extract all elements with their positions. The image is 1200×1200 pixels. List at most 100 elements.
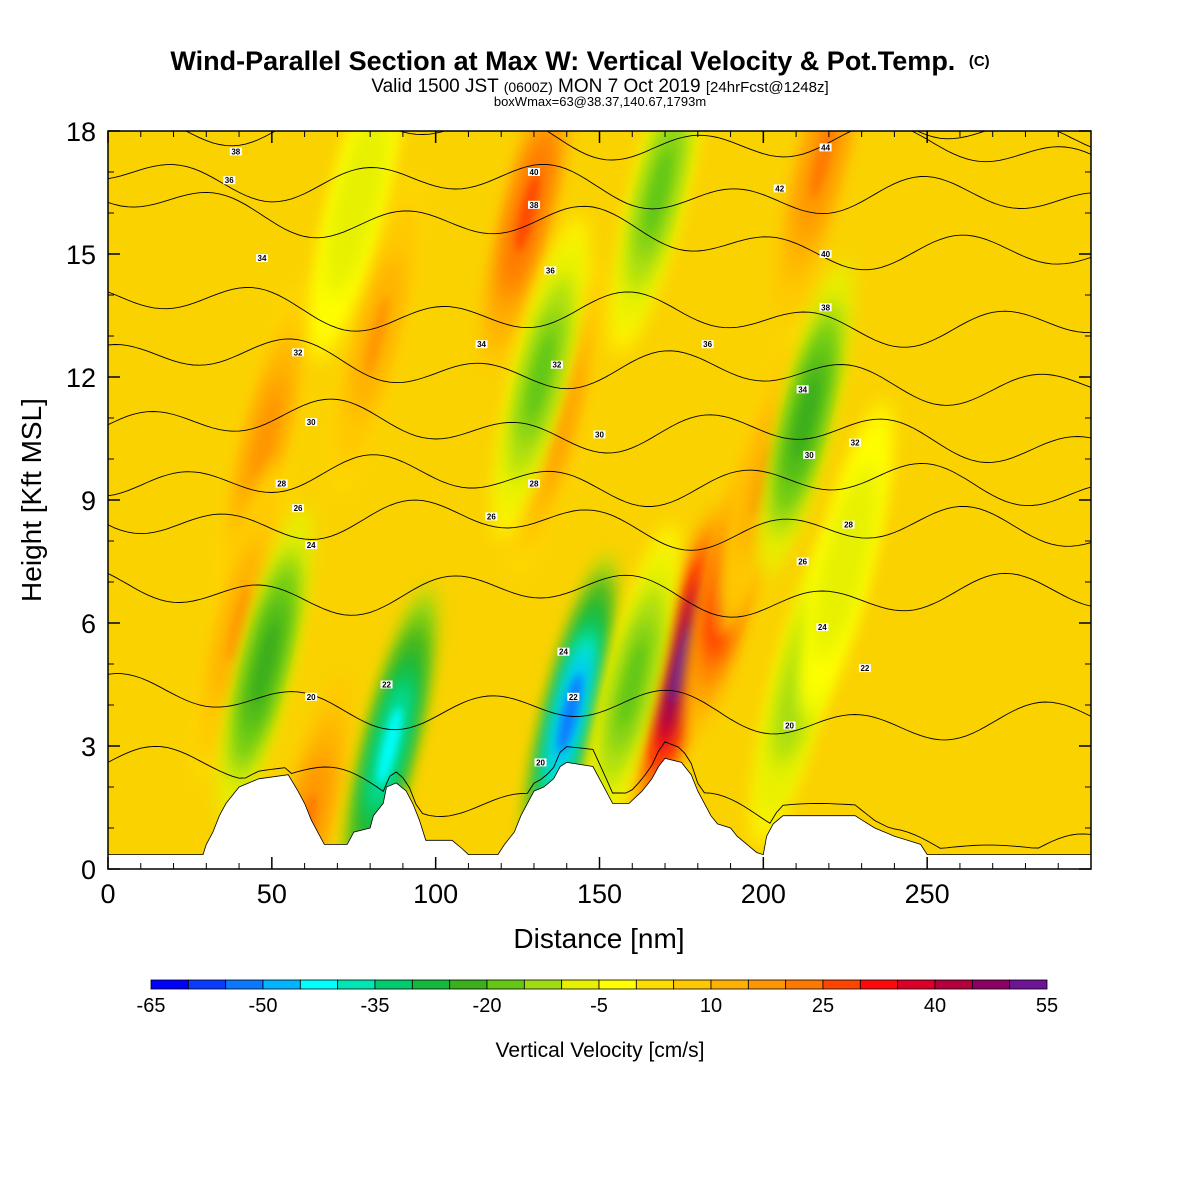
y-tick-label-4: 12 [66,363,96,393]
contour-label-12: 38 [530,201,539,210]
colorbar-swatch-2 [225,979,264,990]
contour-label-bg-13 [544,266,557,275]
contour-label-bg-20 [534,758,547,767]
colorbar-swatch-1 [187,979,227,990]
contour-label-bg-14 [550,360,563,369]
contour-label-20: 20 [536,758,545,767]
contour-label-bg-28 [803,450,816,459]
updraft-core-2 [515,174,540,252]
subtitle-forecast: [24hrFcst@1248z] [706,79,829,96]
y-tick-label-3: 9 [81,486,96,516]
y-tick-label-6: 18 [66,117,96,147]
colorbar-swatch-13 [635,979,675,990]
theta-contour-28 [108,454,1091,507]
contour-label-bg-32 [858,664,871,673]
colorbar-swatch-7 [411,979,451,990]
contour-label-9: 22 [382,681,391,690]
contour-label-27: 32 [851,439,860,448]
contour-label-14: 32 [552,361,561,370]
contour-label-7: 24 [307,541,316,550]
colorbar-label-0: -65 [137,995,166,1017]
y-tick-label-1: 3 [81,732,96,762]
colorbar-swatch-17 [785,979,824,990]
subtitle-date: MON 7 Oct 2019 [558,76,701,97]
x-axis: 0 50 100 150 200 250 [100,131,1059,909]
colorbar-swatch-16 [747,979,787,990]
colorbar-swatch-23 [1009,979,1048,990]
colorbar-swatch-5 [337,979,376,990]
contour-label-13: 36 [546,266,555,275]
theta-contour-20 [108,741,1091,849]
contour-label-11: 40 [530,168,539,177]
contour-label-3: 32 [294,348,303,357]
colorbar-swatch-0 [150,979,189,990]
contour-label-19: 22 [569,693,578,702]
contour-label-bg-0 [229,147,242,156]
x-tick-label-0: 0 [100,879,115,909]
contour-label-bg-30 [796,557,809,566]
theta-contour-26 [108,499,1091,551]
contour-label-1: 36 [225,176,234,185]
y-tick-label-5: 15 [66,240,96,270]
updraft-core-8 [364,297,389,375]
plot-area: 38 36 34 32 30 28 26 24 20 22 34 40 38 36 32 30 28 26 24 22… [108,131,1091,869]
downdraft-core-1 [377,707,402,785]
contour-label-bg-18 [557,647,570,656]
colorbar: -65 -50 -35 -20 -5 10 25 40 55 [137,979,1058,1017]
colorbar-label-3: -20 [473,995,502,1017]
contour-label-6: 26 [294,504,303,513]
contour-label-32: 22 [860,664,869,673]
contour-label-bg-27 [849,438,862,447]
contour-label-18: 24 [559,648,568,657]
contour-label-bg-4 [305,418,318,427]
contour-label-bg-19 [567,692,580,701]
contour-label-21: 44 [821,143,830,152]
contour-label-bg-31 [816,623,829,632]
contour-label-bg-2 [256,254,269,263]
colorbar-swatch-21 [934,979,973,990]
x-tick-label-1: 50 [257,879,287,909]
y-axis-label: Height [Kft MSL] [16,398,47,602]
colorbar-swatch-15 [710,979,749,990]
colorbar-swatch-12 [598,979,637,990]
theta-contour-22 [108,673,1091,741]
contour-label-bg-23 [819,250,832,258]
contour-label-0: 38 [231,148,240,157]
chart-title-copyright: (C) [969,53,990,70]
contour-label-24: 36 [703,340,712,349]
colorbar-label-1: -50 [249,995,278,1017]
contour-label-30: 26 [798,558,807,567]
contour-label-bg-29 [842,520,855,529]
theta-contour-32 [108,338,1091,406]
x-tick-label-5: 250 [905,879,950,909]
contour-label-bg-22 [773,184,786,193]
colorbar-swatch-22 [971,979,1011,990]
contour-label-2: 34 [258,254,267,263]
contour-label-bg-21 [819,143,832,152]
velocity-field [192,131,892,869]
updraft-core-9 [545,379,569,457]
theta-contours [108,131,1091,849]
colorbar-title: Vertical Velocity [cm/s] [496,1039,705,1062]
chart-subtitle: Valid 1500 JST (0600Z) MON 7 Oct 2019 [2… [371,76,828,97]
theta-contour-24 [108,572,1091,618]
contour-label-bg-7 [305,541,318,550]
updraft-core-7 [810,131,835,199]
x-axis-label: Distance [nm] [513,923,684,954]
x-tick-label-2: 100 [413,879,458,909]
contour-label-bg-8 [305,692,318,701]
updraft-core-4 [751,440,776,519]
contour-label-16: 28 [530,480,539,489]
colorbar-swatch-18 [822,979,861,990]
contour-label-17: 26 [487,512,496,521]
colorbar-swatch-10 [523,979,563,990]
contour-label-5: 28 [277,480,286,489]
colorbar-label-2: -35 [361,995,390,1017]
contour-label-25: 38 [821,303,830,312]
contour-label-33: 20 [785,722,794,731]
chart-title-main: Wind-Parallel Section at Max W: Vertical… [170,46,955,76]
contour-label-bg-16 [527,479,540,488]
updraft-core-5 [227,584,251,662]
y-tick-label-2: 6 [81,609,96,639]
